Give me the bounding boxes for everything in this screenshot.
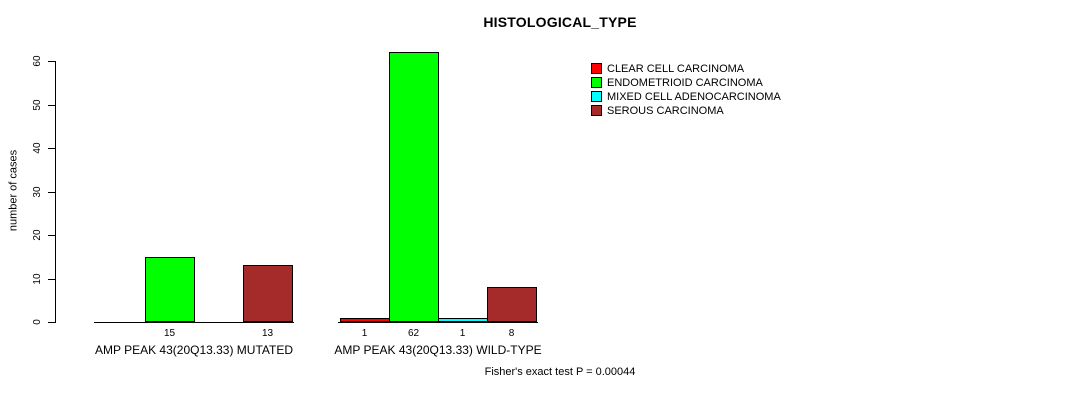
bar-count-label: 62: [407, 328, 420, 339]
y-tick-mark: [48, 322, 55, 323]
x-axis-baseline: [94, 322, 294, 323]
legend-item: MIXED CELL ADENOCARCINOMA: [591, 90, 781, 103]
legend-swatch-icon: [591, 77, 602, 88]
y-tick-label: 20: [32, 229, 43, 241]
bar-count-label: 1: [361, 328, 368, 339]
bar-count-label: 13: [261, 328, 274, 339]
chart-title: HISTOLOGICAL_TYPE: [483, 14, 637, 30]
y-tick-mark: [48, 104, 55, 106]
bar-serous-carcinoma: [487, 287, 537, 322]
y-tick-label: 40: [32, 142, 43, 154]
y-tick-label: 30: [32, 185, 43, 198]
bar-count-label: 8: [508, 328, 515, 339]
bar-count-label: 15: [163, 328, 176, 339]
legend-swatch-icon: [591, 91, 602, 102]
y-tick-mark: [48, 278, 55, 280]
bar-endometrioid-carcinoma: [145, 256, 195, 322]
bar-count-label: 1: [459, 328, 466, 339]
y-tick-mark: [48, 235, 55, 236]
y-tick-label: 50: [32, 98, 43, 111]
legend-swatch-icon: [591, 105, 602, 116]
legend: CLEAR CELL CARCINOMA ENDOMETRIOID CARCINO…: [591, 62, 781, 118]
bar-clear-cell-carcinoma: [340, 317, 390, 322]
legend-label: MIXED CELL ADENOCARCINOMA: [607, 90, 781, 103]
y-tick-label: 60: [32, 55, 43, 67]
legend-label: ENDOMETRIOID CARCINOMA: [607, 76, 763, 89]
legend-swatch-icon: [591, 63, 602, 74]
group-label: AMP PEAK 43(20Q13.33) MUTATED: [94, 343, 294, 357]
y-axis-line: [55, 61, 56, 323]
y-tick-label: 10: [32, 272, 43, 285]
legend-item: CLEAR CELL CARCINOMA: [591, 62, 781, 75]
x-axis-baseline: [338, 322, 538, 323]
y-tick-mark: [48, 148, 55, 149]
y-tick-mark: [48, 191, 55, 193]
legend-label: SEROUS CARCINOMA: [607, 104, 724, 117]
bar-mixed-cell-adenocarcinoma: [438, 317, 488, 322]
bar-endometrioid-carcinoma: [389, 52, 439, 322]
y-tick-mark: [48, 61, 55, 62]
legend-label: CLEAR CELL CARCINOMA: [607, 62, 745, 75]
legend-item: SEROUS CARCINOMA: [591, 104, 781, 117]
y-tick-label: 0: [32, 319, 43, 325]
legend-item: ENDOMETRIOID CARCINOMA: [591, 76, 781, 89]
bar-serous-carcinoma: [243, 265, 293, 322]
fisher-test-annotation: Fisher's exact test P = 0.00044: [484, 366, 636, 378]
group-label: AMP PEAK 43(20Q13.33) WILD-TYPE: [334, 343, 542, 357]
